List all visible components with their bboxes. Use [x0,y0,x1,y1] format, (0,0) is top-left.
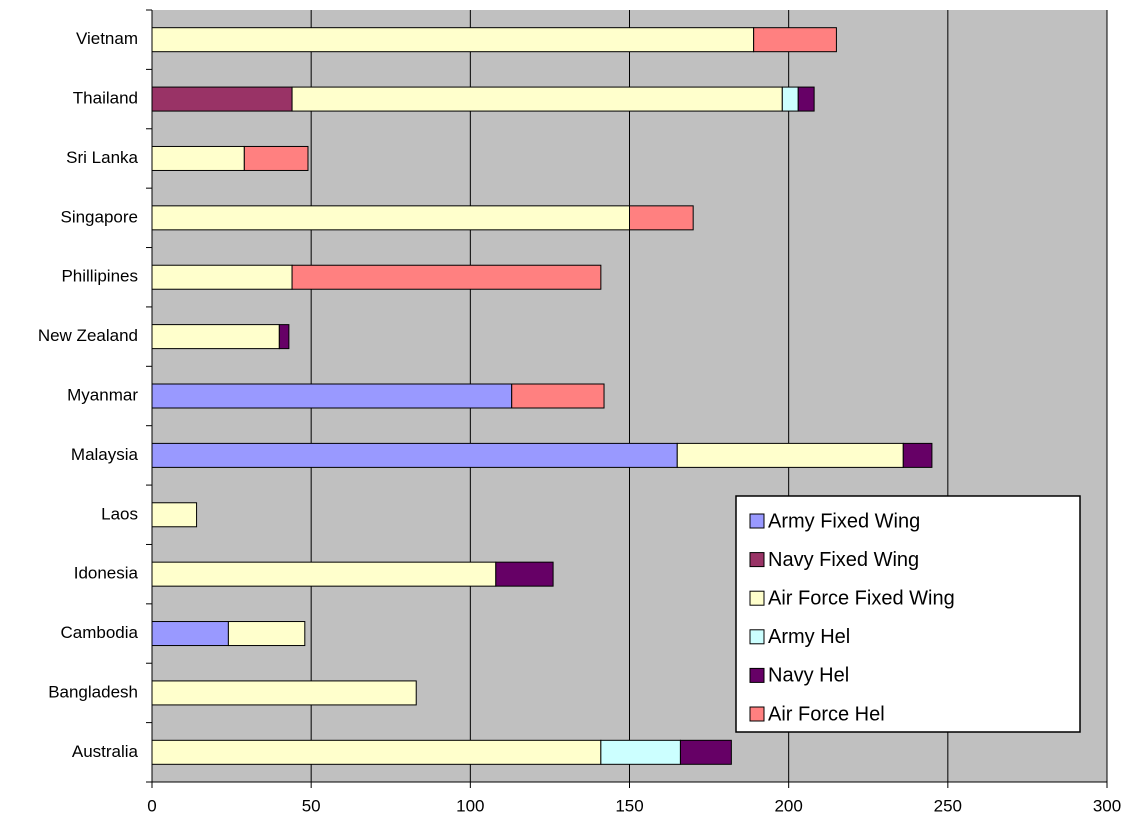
legend-swatch [749,513,765,529]
bar-segment [781,86,799,112]
bar-segment [291,86,783,112]
bar-segment [151,561,497,587]
legend-swatch [749,629,765,645]
bar-segment [151,502,198,528]
bar-segment [495,561,554,587]
x-tick-label: 0 [147,796,156,815]
bar-segment [797,86,815,112]
legend-label: Air Force Fixed Wing [768,587,955,609]
bar-segment [151,86,293,112]
x-tick-label: 300 [1093,796,1121,815]
bar-segment [629,205,694,231]
bar-segment [676,442,904,468]
bar-segment [151,324,280,350]
legend-swatch [749,667,765,683]
legend-label: Air Force Hel [768,703,885,725]
y-tick-label: Laos [101,504,138,523]
bar-segment [151,621,229,647]
legend-swatch [749,590,765,606]
y-tick-label: New Zealand [38,326,138,345]
legend-label: Army Fixed Wing [768,510,920,532]
legend-label: Army Hel [768,626,850,648]
bar-segment [600,739,681,765]
y-tick-label: Phillipines [61,267,138,286]
x-tick-label: 50 [302,796,321,815]
y-tick-label: Vietnam [76,29,138,48]
bar-segment [511,383,605,409]
bar-segment [278,324,290,350]
legend [735,495,1081,733]
bar-segment [902,442,933,468]
y-tick-label: Cambodia [61,623,139,642]
x-tick-label: 150 [615,796,643,815]
y-tick-label: Singapore [60,207,138,226]
y-tick-label: Bangladesh [48,682,138,701]
bar-segment [151,739,602,765]
legend-swatch [749,706,765,722]
legend-swatch [749,552,765,568]
bar-segment [151,383,513,409]
x-tick-label: 250 [934,796,962,815]
bar-segment [151,442,678,468]
bar-segment [243,145,309,171]
x-tick-label: 200 [774,796,802,815]
legend-label: Navy Hel [768,665,849,687]
x-tick-label: 100 [456,796,484,815]
y-tick-label: Myanmar [67,385,138,404]
bar-segment [679,739,732,765]
y-tick-label: Malaysia [71,445,139,464]
y-tick-label: Thailand [73,89,138,108]
bar-segment [753,27,837,53]
bar-segment [151,145,245,171]
bar-segment [227,621,306,647]
bar-segment [291,264,602,290]
bar-segment [151,205,630,231]
legend-label: Navy Fixed Wing [768,549,919,571]
bar-segment [151,27,755,53]
y-tick-label: Idonesia [74,564,139,583]
y-tick-label: Sri Lanka [66,148,138,167]
bar-segment [151,264,293,290]
bar-segment [151,680,417,706]
y-tick-label: Australia [72,742,139,761]
